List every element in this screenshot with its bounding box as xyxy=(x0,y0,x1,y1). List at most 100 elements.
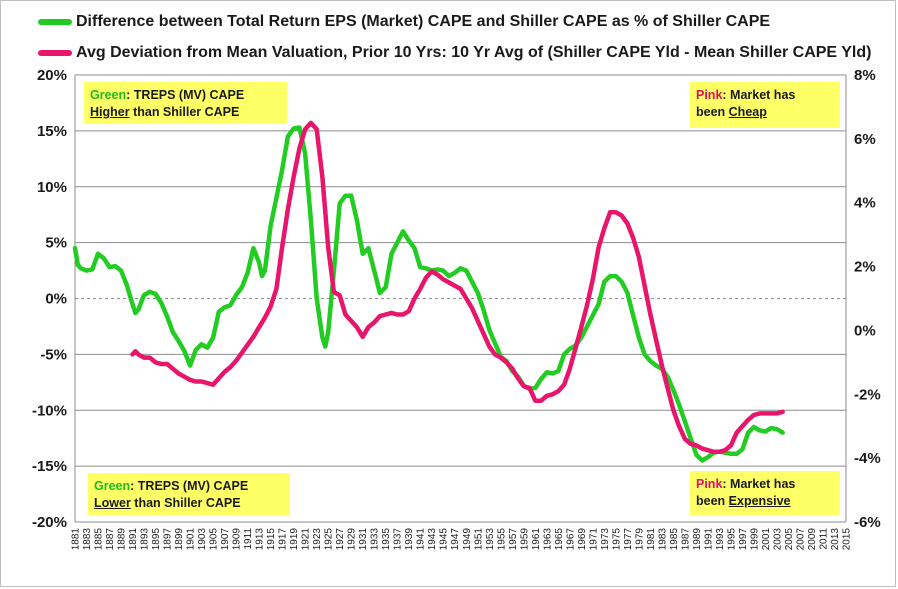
x-axis-tick-label: 2011 xyxy=(818,528,829,550)
left-axis-tick-label: -20% xyxy=(32,514,67,531)
x-axis-tick-label: 1929 xyxy=(347,528,358,551)
x-axis-tick-label: 2009 xyxy=(807,528,818,551)
note-text: : TREPS (MV) CAPE xyxy=(130,479,249,493)
note-text: : Market has xyxy=(722,477,796,491)
x-axis-tick-label: 1903 xyxy=(197,528,208,551)
x-axis-labels: 1881 1883 1885 1887 1889 1891 1893 1895 1897 1899… xyxy=(71,528,853,551)
x-axis-tick-label: 2005 xyxy=(784,528,795,551)
x-axis-tick-label: 1883 xyxy=(82,528,93,551)
x-axis-tick-label: 1923 xyxy=(312,528,323,551)
x-axis-tick-label: 1901 xyxy=(186,528,197,551)
note-emphasis: Lower xyxy=(94,496,131,510)
x-axis-tick-label: 1941 xyxy=(416,528,427,551)
x-axis-tick-label: 1977 xyxy=(623,528,634,551)
right-axis-labels: 8% 6% 4% 2% 0% -2% -4% -6% xyxy=(854,67,881,531)
note-text: : Market has xyxy=(722,88,796,102)
note-text: : TREPS (MV) CAPE xyxy=(126,88,245,102)
x-axis-tick-label: 2007 xyxy=(795,528,806,551)
x-axis-tick-label: 1911 xyxy=(243,528,254,550)
right-axis-tick-label: 8% xyxy=(854,67,876,84)
x-axis-tick-label: 1893 xyxy=(140,528,151,551)
note-emphasis: Higher xyxy=(90,105,130,119)
right-axis-tick-label: -2% xyxy=(854,386,881,403)
right-axis-tick-label: -6% xyxy=(854,514,881,531)
left-axis-tick-label: -10% xyxy=(32,402,67,419)
note-text: than Shiller CAPE xyxy=(130,496,241,510)
x-axis-tick-label: 1891 xyxy=(128,528,139,551)
x-axis-tick-label: 1917 xyxy=(278,528,289,551)
legend-item-pink: Avg Deviation from Mean Valuation, Prior… xyxy=(38,42,871,64)
x-axis-tick-label: 1983 xyxy=(657,528,668,551)
x-axis-tick-label: 1973 xyxy=(600,528,611,551)
x-axis-tick-label: 1999 xyxy=(749,528,760,551)
series-lines xyxy=(72,120,785,463)
right-axis-tick-label: 6% xyxy=(854,131,876,148)
note-green-lower: Green: TREPS (MV) CAPE Lower than Shille… xyxy=(88,473,290,515)
left-axis-tick-label: -15% xyxy=(32,458,67,475)
x-axis-tick-label: 1907 xyxy=(220,528,231,551)
left-axis-labels: 20% 15% 10% 5% 0% -5% -10% -15% -20% xyxy=(32,67,67,531)
pink-series-line xyxy=(130,120,785,455)
x-axis-tick-label: 1899 xyxy=(174,528,185,551)
x-axis-tick-label: 1997 xyxy=(738,528,749,551)
x-axis-tick-label: 1945 xyxy=(439,528,450,551)
legend-swatch-pink xyxy=(38,50,72,56)
x-axis-tick-label: 1947 xyxy=(450,528,461,551)
legend-swatch-green xyxy=(38,19,72,25)
x-axis-tick-label: 1975 xyxy=(611,528,622,551)
note-text: been xyxy=(696,494,729,508)
x-axis-tick-label: 1937 xyxy=(393,528,404,551)
note-pink-cheap: Pink: Market has been Cheap xyxy=(690,82,840,128)
note-prefix: Pink xyxy=(696,477,723,491)
x-axis-tick-label: 1943 xyxy=(427,528,438,551)
x-axis-tick-label: 1935 xyxy=(381,528,392,551)
left-axis-tick-label: -5% xyxy=(40,346,67,363)
note-pink-expensive: Pink: Market has been Expensive xyxy=(690,471,840,515)
x-axis-tick-label: 2003 xyxy=(772,528,783,551)
x-axis-tick-label: 1931 xyxy=(358,528,369,551)
x-axis-tick-label: 1913 xyxy=(255,528,266,551)
x-axis-tick-label: 1909 xyxy=(232,528,243,551)
x-axis-tick-label: 1939 xyxy=(404,528,415,551)
left-axis-tick-label: 5% xyxy=(45,235,67,252)
note-emphasis: Expensive xyxy=(728,494,791,508)
x-axis-tick-label: 1953 xyxy=(485,528,496,551)
note-text: than Shiller CAPE xyxy=(129,105,240,119)
x-axis-tick-label: 1925 xyxy=(324,528,335,551)
x-axis-tick-label: 1881 xyxy=(71,528,82,551)
right-axis-tick-label: 0% xyxy=(854,322,876,339)
x-axis-tick-label: 1979 xyxy=(634,528,645,551)
legend-label-pink: Avg Deviation from Mean Valuation, Prior… xyxy=(76,44,872,61)
note-text: been xyxy=(696,105,729,119)
left-axis-tick-label: 0% xyxy=(45,291,67,308)
x-axis-tick-label: 2013 xyxy=(830,528,841,551)
right-axis-tick-label: 4% xyxy=(854,195,876,212)
left-axis-tick-label: 15% xyxy=(37,123,67,140)
legend-label-green: Difference between Total Return EPS (Mar… xyxy=(76,13,771,30)
x-axis-tick-label: 1995 xyxy=(726,528,737,551)
x-axis-tick-label: 1957 xyxy=(508,528,519,551)
x-axis-tick-label: 1933 xyxy=(370,528,381,551)
x-axis-tick-label: 2001 xyxy=(761,528,772,551)
x-axis-tick-label: 1887 xyxy=(105,528,116,551)
x-axis-tick-label: 1981 xyxy=(646,528,657,551)
x-axis-tick-label: 1969 xyxy=(577,528,588,551)
x-axis-tick-label: 1971 xyxy=(588,528,599,551)
note-prefix: Pink xyxy=(696,88,723,102)
legend-item-green: Difference between Total Return EPS (Mar… xyxy=(38,11,770,33)
x-axis-tick-label: 1951 xyxy=(473,528,484,551)
gridlines xyxy=(74,74,847,523)
x-axis-tick-label: 1991 xyxy=(703,528,714,551)
x-axis-tick-label: 1885 xyxy=(94,528,105,551)
x-axis-tick-label: 1961 xyxy=(531,528,542,551)
x-axis-tick-label: 1967 xyxy=(565,528,576,551)
x-axis-tick-label: 1889 xyxy=(117,528,128,551)
left-axis-tick-label: 20% xyxy=(37,67,67,84)
left-axis-tick-label: 10% xyxy=(37,179,67,196)
x-axis-tick-label: 1927 xyxy=(335,528,346,551)
x-axis-tick-label: 1915 xyxy=(266,528,277,551)
x-axis-tick-label: 1959 xyxy=(519,528,530,551)
x-axis-tick-label: 1985 xyxy=(669,528,680,551)
